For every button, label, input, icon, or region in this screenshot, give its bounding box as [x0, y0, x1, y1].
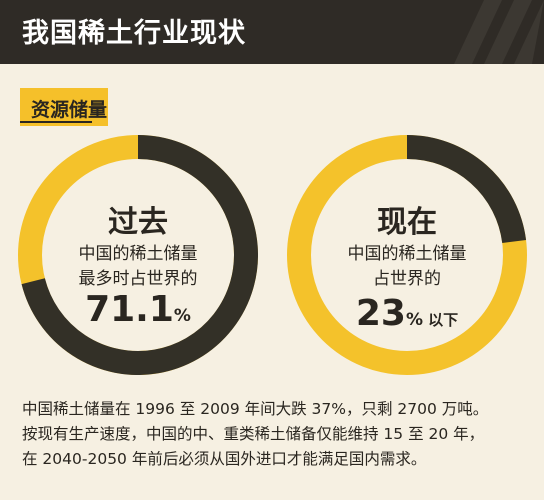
- header-bar: 我国稀土行业现状: [0, 0, 544, 64]
- donut-title-now: 现在: [377, 205, 437, 240]
- donut-value-past: 71.1: [85, 289, 174, 330]
- donut-chart-past: 过去 中国的稀土储量 最多时占世界的 71.1%: [18, 135, 258, 375]
- donut-share-arc-now: [406, 135, 527, 244]
- donut-unit-now: %: [405, 310, 424, 330]
- footer-line-3: 在 2040-2050 年前后必须从国外进口才能满足国内需求。: [22, 450, 427, 468]
- donut-title-past: 过去: [108, 205, 168, 240]
- donut-desc-line-2-now: 占世界的: [373, 269, 441, 289]
- footer-line-1: 中国稀土储量在 1996 至 2009 年间大跌 37%，只剩 2700 万吨。: [22, 400, 489, 418]
- donut-value-now: 23: [355, 293, 406, 334]
- donut-desc-line-2-past: 最多时占世界的: [78, 269, 198, 289]
- footer-text: 中国稀土储量在 1996 至 2009 年间大跌 37%，只剩 2700 万吨。…: [22, 397, 532, 472]
- header-stripes-decoration: [454, 0, 544, 64]
- donut-svg-now: [287, 135, 527, 375]
- donut-share-arc-past: [21, 135, 258, 375]
- footer-line-2: 按现有生产速度，中国的中、重类稀土储备仅能维持 15 至 20 年，: [22, 425, 485, 443]
- donut-svg-past: [18, 135, 258, 375]
- donut-chart-now: 现在 中国的稀土储量 占世界的 23% 以下: [287, 135, 527, 375]
- donut-desc-line-1-now: 中国的稀土储量: [347, 244, 467, 264]
- page-title: 我国稀土行业现状: [22, 18, 246, 49]
- donut-value-row-now: 23% 以下: [287, 293, 527, 334]
- donut-suffix-now: 以下: [428, 311, 459, 329]
- donut-value-row-past: 71.1%: [18, 289, 258, 330]
- donut-unit-past: %: [173, 306, 191, 326]
- section-label: 资源储量: [31, 99, 108, 121]
- badge-underline: [20, 121, 92, 123]
- donut-desc-line-1-past: 中国的稀土储量: [78, 244, 198, 264]
- section-badge: 资源储量: [20, 88, 108, 126]
